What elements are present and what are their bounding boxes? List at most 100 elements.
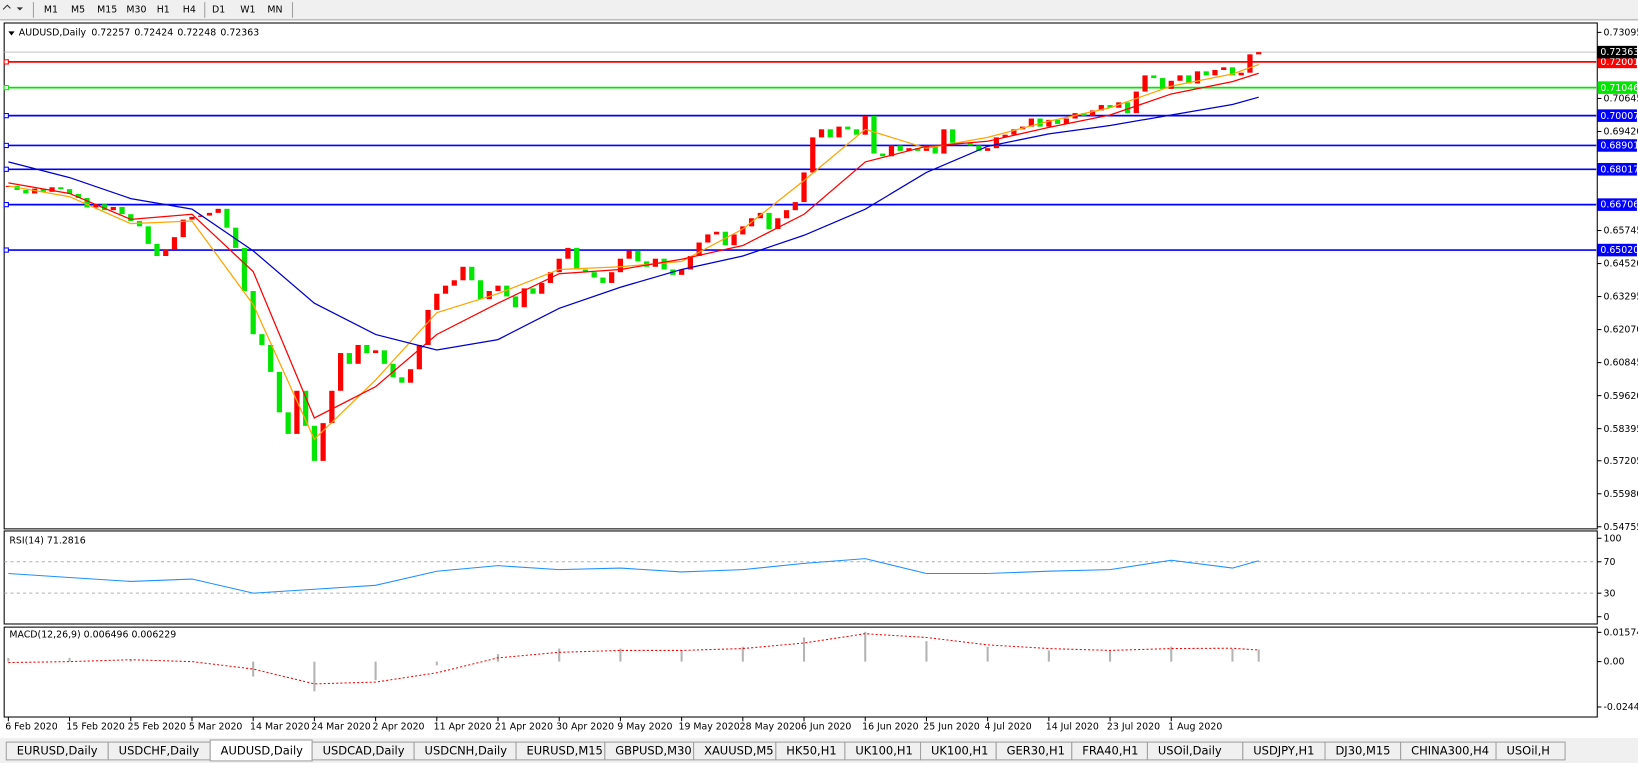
toolbar-dropdown[interactable] bbox=[16, 7, 23, 11]
candle-body bbox=[1107, 105, 1113, 108]
candle-body bbox=[381, 350, 387, 364]
tab-label[interactable]: CHINA300,H4 bbox=[1411, 744, 1489, 758]
x-tick-label: 6 Feb 2020 bbox=[5, 722, 57, 733]
timeframe-button[interactable]: H1 bbox=[157, 5, 170, 16]
timeframe-button[interactable]: M30 bbox=[126, 5, 146, 16]
candle-body bbox=[66, 189, 73, 195]
tab-label[interactable]: HK50,H1 bbox=[786, 744, 836, 758]
level-handle bbox=[3, 85, 9, 91]
candle-body bbox=[1229, 67, 1236, 76]
candle-body bbox=[950, 129, 956, 143]
tab-label[interactable]: EURUSD,Daily bbox=[17, 744, 98, 758]
level-label: 0.68901 bbox=[1600, 141, 1638, 152]
tab-label[interactable]: EURUSD,M15 bbox=[527, 744, 603, 758]
timeframe-button[interactable]: H4 bbox=[183, 5, 196, 16]
candle-body bbox=[679, 269, 685, 275]
candle-body bbox=[1002, 134, 1008, 138]
level-label-bg bbox=[1597, 163, 1637, 176]
timeframe-button[interactable]: W1 bbox=[240, 5, 255, 16]
tab-label[interactable]: GBPUSD,M30 bbox=[615, 744, 691, 758]
y-tick-label: 0.73095 bbox=[1604, 28, 1638, 39]
candle-body bbox=[1159, 78, 1166, 89]
candle-body bbox=[460, 266, 466, 281]
candle-body bbox=[233, 227, 239, 248]
toolbar-icon[interactable] bbox=[2, 4, 11, 10]
candle-body bbox=[853, 129, 860, 135]
level-label: 0.65020 bbox=[1600, 245, 1638, 256]
timeframe-button[interactable]: M5 bbox=[71, 5, 85, 16]
tab-label[interactable]: USDCHF,Daily bbox=[119, 744, 200, 758]
candle-body bbox=[372, 350, 379, 354]
level-label-bg bbox=[1597, 243, 1637, 257]
candle-body bbox=[731, 234, 737, 246]
candle-body bbox=[871, 115, 877, 154]
level-label: 0.71046 bbox=[1600, 83, 1638, 94]
candle-body bbox=[1011, 129, 1017, 135]
tab-label[interactable]: USDCAD,Daily bbox=[323, 744, 405, 758]
x-tick-label: 2 Apr 2020 bbox=[372, 722, 424, 733]
level-label-bg bbox=[1597, 55, 1637, 69]
panel-collapse[interactable] bbox=[8, 31, 15, 36]
price-panel bbox=[3, 22, 1598, 530]
candle-body bbox=[84, 198, 90, 208]
candle-body bbox=[346, 353, 352, 364]
candle-body bbox=[1142, 75, 1148, 92]
candle-body bbox=[888, 145, 895, 157]
y-tick-label: 0.58395 bbox=[1604, 424, 1638, 435]
candle-body bbox=[128, 214, 134, 221]
candle-body bbox=[311, 425, 317, 461]
y-tick-label: 0.54755 bbox=[1604, 522, 1638, 533]
timeframe-button[interactable]: M15 bbox=[97, 5, 117, 16]
candle-body bbox=[985, 148, 991, 151]
x-tick-label: 25 Jun 2020 bbox=[923, 722, 980, 733]
candle-body bbox=[276, 371, 283, 413]
candle-body bbox=[469, 266, 475, 281]
candle-body bbox=[836, 126, 842, 138]
candle-body bbox=[110, 206, 116, 211]
tab-label[interactable]: USOil,H bbox=[1506, 744, 1549, 758]
candle-body bbox=[591, 272, 597, 278]
candle-body bbox=[1247, 54, 1253, 73]
candle-body bbox=[512, 296, 519, 308]
candle-body bbox=[180, 219, 186, 238]
candle-body bbox=[1238, 72, 1244, 76]
timeframe-button[interactable]: MN bbox=[267, 5, 282, 16]
tab-label[interactable]: UK100,H1 bbox=[931, 744, 988, 758]
timeframe-button[interactable]: D1 bbox=[212, 5, 225, 16]
tab-label[interactable]: UK100,H1 bbox=[855, 744, 912, 758]
candle-body bbox=[1081, 113, 1087, 116]
tab[interactable] bbox=[1495, 741, 1566, 761]
y-tick-label: -0.02441 bbox=[1604, 702, 1638, 713]
candle-body bbox=[626, 250, 632, 259]
x-tick-label: 30 Apr 2020 bbox=[556, 722, 614, 733]
y-tick-label: 0.015741 bbox=[1604, 627, 1638, 638]
candle-body bbox=[303, 390, 309, 426]
candle-body bbox=[801, 172, 807, 203]
x-tick-label: 5 Mar 2020 bbox=[189, 722, 243, 733]
candle-body bbox=[40, 188, 46, 192]
x-tick-label: 21 Apr 2020 bbox=[495, 722, 553, 733]
tab-label[interactable]: XAUUSD,M5 bbox=[704, 744, 774, 758]
tab-label[interactable]: USOil,Daily bbox=[1158, 744, 1222, 758]
candle-body bbox=[407, 369, 414, 383]
tab-label[interactable]: USDJPY,H1 bbox=[1253, 744, 1314, 758]
candle-body bbox=[285, 412, 291, 434]
tab-label[interactable]: DJ30,M15 bbox=[1335, 744, 1390, 758]
level-handle bbox=[3, 142, 9, 149]
candle-body bbox=[451, 280, 457, 286]
timeframe-button[interactable]: M1 bbox=[44, 5, 58, 16]
candle-body bbox=[906, 148, 912, 151]
macd-panel bbox=[3, 626, 1598, 718]
candle-body bbox=[364, 344, 370, 354]
candle-body bbox=[766, 212, 772, 230]
candle-body bbox=[434, 293, 440, 310]
candle-body bbox=[1054, 119, 1061, 124]
candle-body bbox=[101, 204, 108, 211]
tab-label[interactable]: GER30,H1 bbox=[1007, 744, 1065, 758]
tab-label[interactable]: USDCNH,Daily bbox=[425, 744, 508, 758]
level-handle bbox=[3, 59, 9, 65]
tab-label[interactable]: AUDUSD,Daily bbox=[221, 744, 304, 758]
tab-label[interactable]: FRA40,H1 bbox=[1082, 744, 1138, 758]
